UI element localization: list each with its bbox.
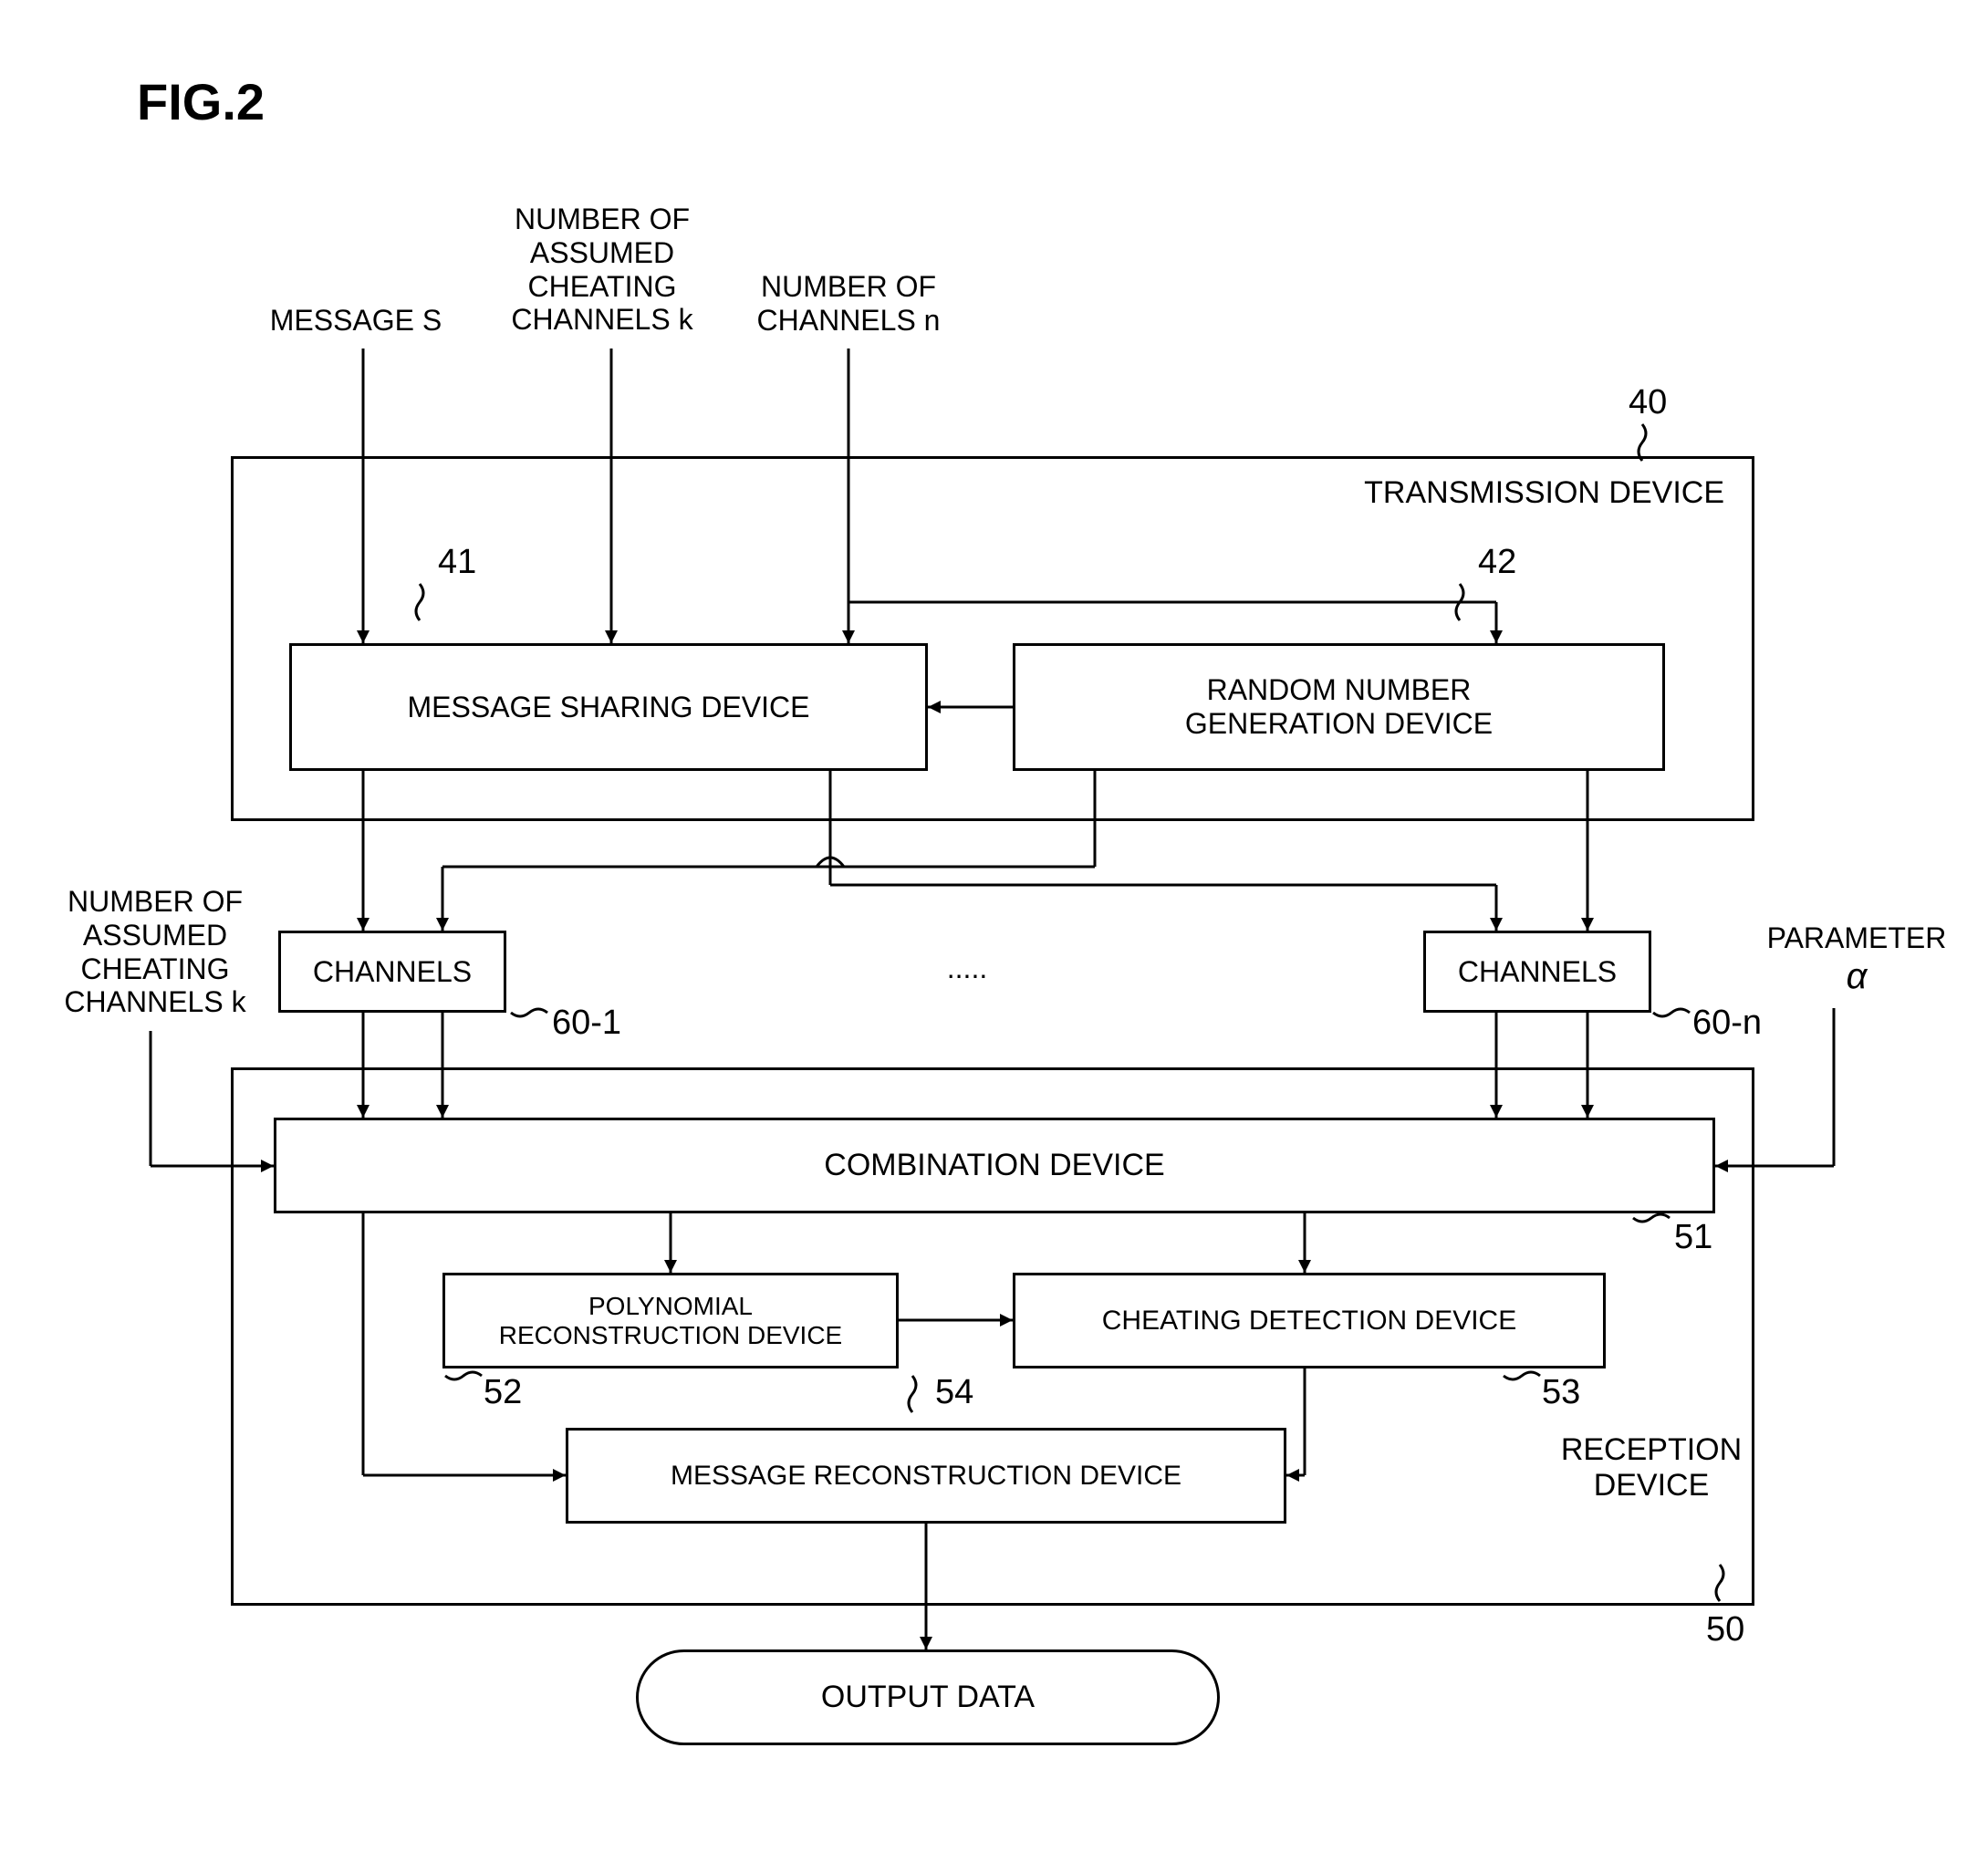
- ref-53: 53: [1542, 1373, 1580, 1413]
- channels-last-box: CHANNELS: [1423, 931, 1651, 1013]
- ref-41: 41: [438, 543, 476, 583]
- parameter-alpha-symbol: α: [1847, 956, 1868, 996]
- figure-canvas: FIG.2 MESSAGE S NUMBER OFASSUMEDCHEATING…: [0, 0, 1988, 1873]
- input-message-s: MESSAGE S: [246, 304, 465, 338]
- input-parameter-alpha: PARAMETER α: [1743, 921, 1971, 997]
- input-channels-n: NUMBER OFCHANNELS n: [739, 270, 958, 338]
- figure-title: FIG.2: [137, 73, 265, 131]
- ref-54: 54: [935, 1373, 973, 1413]
- combination-device-box: COMBINATION DEVICE: [274, 1118, 1715, 1213]
- ref-50: 50: [1706, 1610, 1744, 1650]
- output-data-box: OUTPUT DATA: [636, 1649, 1220, 1745]
- channels-first-label: CHANNELS: [313, 955, 472, 989]
- output-data-label: OUTPUT DATA: [821, 1680, 1035, 1715]
- ref-60-1: 60-1: [552, 1004, 621, 1044]
- parameter-label: PARAMETER: [1767, 921, 1947, 954]
- channels-dots: .....: [912, 952, 1022, 985]
- cheating-detection-label: CHEATING DETECTION DEVICE: [1102, 1306, 1516, 1337]
- ref-60-n: 60-n: [1692, 1004, 1762, 1044]
- ref-52: 52: [484, 1373, 522, 1413]
- message-sharing-device-box: MESSAGE SHARING DEVICE: [289, 643, 928, 771]
- ref-40: 40: [1629, 383, 1667, 423]
- message-sharing-device-label: MESSAGE SHARING DEVICE: [408, 691, 810, 724]
- input-assumed-k-top: NUMBER OFASSUMEDCHEATINGCHANNELS k: [484, 203, 721, 337]
- message-reconstruction-label: MESSAGE RECONSTRUCTION DEVICE: [671, 1461, 1181, 1492]
- message-reconstruction-box: MESSAGE RECONSTRUCTION DEVICE: [566, 1428, 1286, 1524]
- ref-51: 51: [1674, 1218, 1712, 1258]
- transmission-device-label: TRANSMISSION DEVICE: [1364, 475, 1724, 511]
- cheating-detection-box: CHEATING DETECTION DEVICE: [1013, 1273, 1606, 1368]
- channels-last-label: CHANNELS: [1458, 955, 1617, 989]
- rng-device-box: RANDOM NUMBERGENERATION DEVICE: [1013, 643, 1665, 771]
- reception-device-label: RECEPTIONDEVICE: [1546, 1432, 1756, 1504]
- poly-reconstruction-box: POLYNOMIALRECONSTRUCTION DEVICE: [442, 1273, 899, 1368]
- rng-device-label: RANDOM NUMBERGENERATION DEVICE: [1185, 673, 1493, 741]
- combination-device-label: COMBINATION DEVICE: [824, 1148, 1164, 1183]
- channels-first-box: CHANNELS: [278, 931, 506, 1013]
- poly-reconstruction-label: POLYNOMIALRECONSTRUCTION DEVICE: [499, 1292, 842, 1350]
- ref-42: 42: [1478, 543, 1516, 583]
- input-assumed-k-left: NUMBER OFASSUMEDCHEATINGCHANNELS k: [36, 885, 274, 1019]
